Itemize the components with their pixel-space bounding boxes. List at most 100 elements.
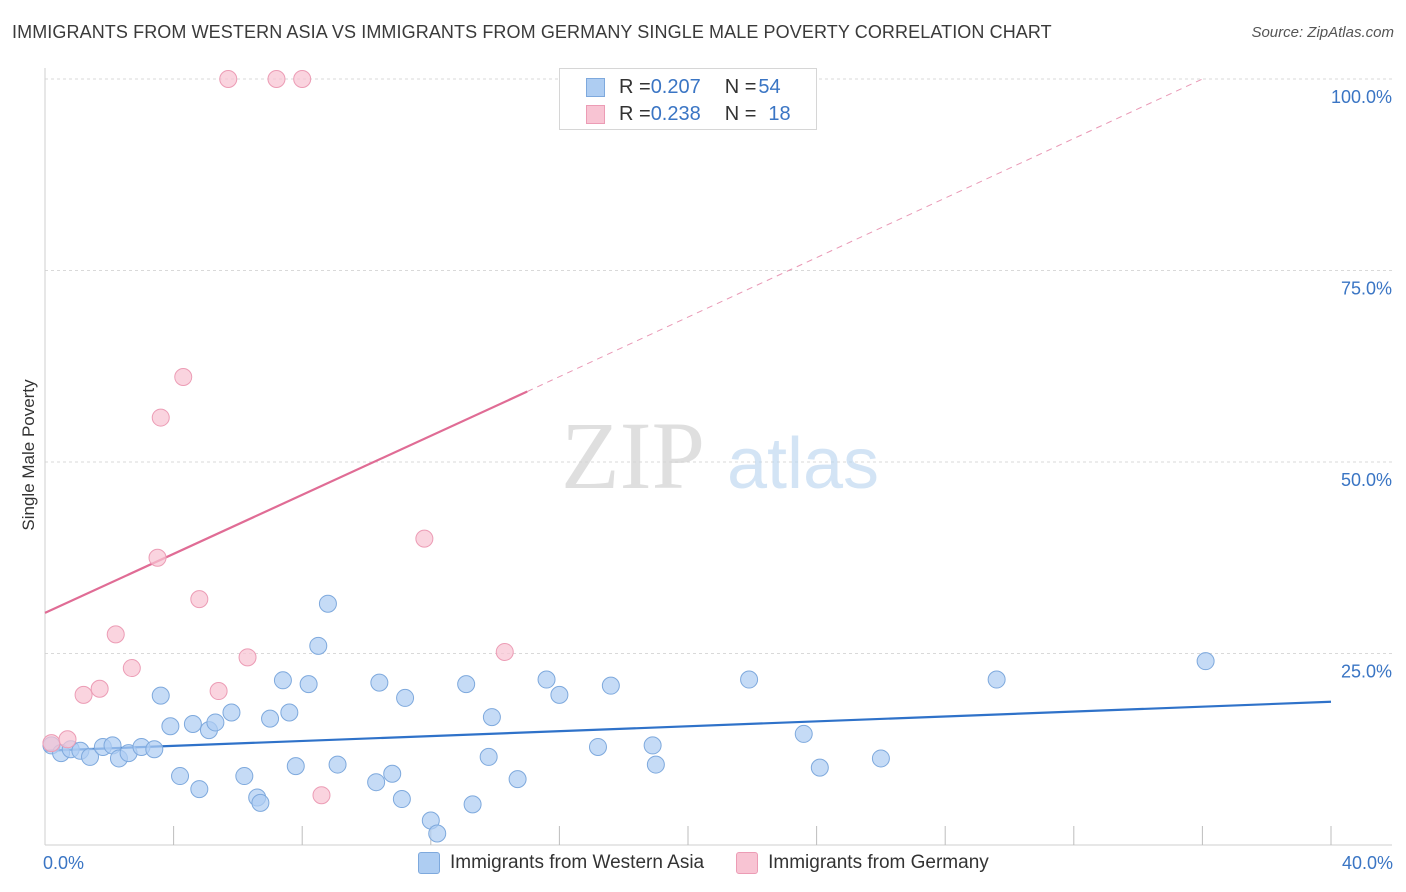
series-legend: Immigrants from Western Asia Immigrants …	[418, 852, 1021, 874]
point-germany	[415, 529, 434, 548]
legend-swatch-blue	[586, 77, 605, 97]
legend-row-pink: R = 0.238 N = 18	[586, 103, 791, 125]
point-western-asia	[392, 790, 411, 809]
point-western-asia	[190, 780, 209, 799]
legend-n-label: N =	[724, 75, 757, 98]
source-label: Source: ZipAtlas.com	[1251, 24, 1394, 41]
legend-label-western-asia: Immigrants from Western Asia	[450, 852, 705, 873]
y-tick-label: 75.0%	[1341, 279, 1392, 299]
legend-n-value: 18	[768, 102, 791, 125]
point-germany	[238, 648, 257, 667]
point-western-asia	[588, 737, 607, 756]
point-western-asia	[286, 757, 305, 776]
point-western-asia	[428, 824, 447, 843]
legend-item-western-asia: Immigrants from Western Asia	[418, 852, 704, 874]
point-germany	[122, 659, 141, 678]
point-western-asia	[383, 764, 402, 783]
point-germany	[190, 590, 209, 609]
point-germany	[267, 70, 286, 88]
point-western-asia	[145, 740, 164, 759]
point-germany	[293, 70, 312, 88]
legend-r-label: R =	[619, 102, 651, 125]
legend-n-value: 54	[758, 75, 781, 98]
y-tick-label: 25.0%	[1341, 662, 1392, 682]
point-western-asia	[261, 709, 280, 728]
point-western-asia	[987, 670, 1006, 689]
legend-swatch-pink	[736, 852, 759, 874]
point-western-asia	[396, 688, 415, 707]
point-western-asia	[508, 770, 527, 789]
point-western-asia	[151, 686, 170, 705]
y-axis-label: Single Male Poverty	[19, 379, 38, 531]
point-western-asia	[183, 714, 202, 733]
legend-n-label: N =	[724, 102, 757, 125]
legend-row-blue: R = 0.207 N = 54	[586, 76, 781, 98]
trend-extension-germany	[527, 78, 1203, 392]
trend-line-western-asia	[44, 700, 1332, 752]
point-germany	[58, 730, 77, 749]
point-western-asia	[537, 670, 556, 689]
point-germany	[148, 548, 167, 567]
point-western-asia	[367, 773, 386, 792]
point-germany	[42, 734, 61, 753]
point-western-asia	[273, 671, 292, 690]
point-germany	[106, 625, 125, 644]
watermark-atlas: atlas	[727, 424, 879, 504]
trend-line-germany	[44, 390, 528, 614]
point-western-asia	[222, 703, 241, 722]
point-western-asia	[206, 713, 225, 732]
chart-title: IMMIGRANTS FROM WESTERN ASIA VS IMMIGRAN…	[12, 22, 1052, 42]
point-western-asia	[280, 703, 299, 722]
trend-lines	[44, 78, 1332, 752]
legend-r-value: 0.238	[650, 102, 701, 125]
watermark-zip: ZIP	[561, 402, 705, 509]
x-tick-label: 0.0%	[43, 853, 84, 873]
legend-r-label: R =	[619, 75, 651, 98]
point-germany	[90, 679, 109, 698]
point-western-asia	[457, 675, 476, 694]
watermark: ZIP atlas	[561, 402, 879, 509]
point-western-asia	[299, 675, 318, 694]
point-western-asia	[81, 747, 100, 766]
x-tick-label: 40.0%	[1342, 853, 1393, 873]
point-western-asia	[740, 670, 759, 689]
point-western-asia	[482, 708, 501, 727]
point-western-asia	[871, 749, 890, 768]
legend-swatch-blue	[418, 852, 440, 874]
point-germany	[495, 642, 514, 661]
stats-legend: R = 0.207 N = 54 R = 0.238 N = 18	[559, 68, 817, 130]
data-points	[42, 70, 1215, 843]
point-western-asia	[318, 594, 337, 613]
point-western-asia	[370, 673, 389, 692]
point-western-asia	[601, 676, 620, 695]
y-tick-label: 100.0%	[1331, 87, 1392, 107]
point-western-asia	[309, 636, 328, 655]
y-tick-label: 50.0%	[1341, 470, 1392, 490]
point-germany	[74, 685, 93, 704]
gridlines	[45, 78, 1392, 654]
point-western-asia	[479, 747, 498, 766]
point-germany	[151, 408, 170, 427]
point-germany	[174, 367, 193, 386]
point-western-asia	[794, 724, 813, 743]
point-western-asia	[171, 767, 190, 786]
tick-labels: 25.0% 50.0% 75.0% 100.0% 0.0% 40.0%	[43, 87, 1393, 873]
legend-item-germany: Immigrants from Germany	[736, 852, 989, 874]
point-western-asia	[463, 795, 482, 814]
point-western-asia	[1196, 652, 1215, 671]
legend-r-value: 0.207	[650, 75, 701, 98]
point-western-asia	[235, 767, 254, 786]
point-western-asia	[328, 755, 347, 774]
point-western-asia	[643, 736, 662, 755]
legend-swatch-pink	[586, 104, 605, 124]
point-western-asia	[251, 793, 270, 812]
axes	[44, 68, 1392, 846]
point-germany	[312, 786, 331, 805]
point-western-asia	[550, 685, 569, 704]
point-western-asia	[646, 755, 665, 774]
point-germany	[219, 70, 238, 88]
legend-label-germany: Immigrants from Germany	[768, 852, 989, 873]
point-western-asia	[161, 717, 180, 736]
point-western-asia	[810, 758, 829, 777]
